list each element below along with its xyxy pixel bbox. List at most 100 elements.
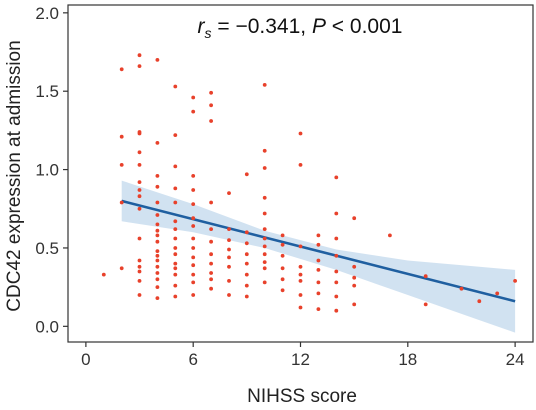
data-point [244, 261, 249, 266]
data-point [155, 213, 160, 217]
data-point [334, 280, 339, 285]
data-point [101, 272, 106, 277]
data-point [298, 279, 303, 283]
data-point [173, 261, 178, 266]
x-tick-label: 0 [81, 350, 90, 369]
data-point [191, 280, 196, 285]
data-point [334, 211, 339, 216]
data-point [262, 280, 267, 285]
data-point [155, 239, 160, 244]
data-point [423, 274, 428, 279]
data-point [137, 279, 142, 283]
confidence-band [121, 180, 516, 333]
data-point [334, 236, 339, 241]
data-point [298, 272, 303, 277]
data-point [280, 266, 285, 271]
data-point [173, 294, 178, 299]
data-point [191, 202, 196, 207]
data-point [209, 277, 214, 282]
y-tick-label: 0.5 [35, 239, 59, 258]
data-point [244, 172, 249, 177]
data-point [280, 233, 285, 238]
data-point [137, 269, 142, 274]
data-point [298, 293, 303, 297]
data-point [173, 186, 178, 191]
data-point [137, 293, 142, 297]
data-point [173, 252, 178, 257]
data-point [119, 163, 124, 167]
confidence-band-layer [121, 180, 516, 333]
data-point [209, 239, 214, 244]
data-point [173, 266, 178, 271]
data-point [262, 148, 267, 153]
data-point [137, 64, 142, 68]
data-point [388, 233, 392, 238]
data-point [155, 233, 160, 238]
data-point [262, 252, 267, 257]
data-point [119, 134, 124, 139]
data-point [316, 258, 321, 263]
data-point [155, 141, 160, 145]
x-tick-label: 18 [398, 350, 417, 369]
data-point [191, 95, 196, 100]
data-point [262, 227, 267, 232]
data-point [209, 119, 214, 123]
data-point [191, 174, 196, 178]
data-point [173, 164, 178, 169]
data-point [262, 211, 267, 216]
data-point [191, 272, 196, 277]
r-symbol: r [198, 15, 206, 38]
data-point [334, 308, 339, 313]
data-point [137, 258, 142, 263]
y-axis-title: CDC42 expression at admission [4, 40, 25, 311]
data-point [298, 131, 303, 136]
data-point [119, 200, 124, 205]
data-point [191, 263, 196, 268]
data-point [316, 291, 321, 296]
data-point [155, 296, 160, 300]
data-point [137, 194, 142, 199]
data-point [280, 253, 285, 258]
data-point [173, 272, 178, 277]
data-point [280, 288, 285, 293]
data-point [155, 200, 160, 205]
data-point [334, 253, 339, 258]
data-point [173, 219, 178, 224]
data-point [244, 230, 249, 235]
data-point [191, 109, 196, 114]
data-point [262, 260, 267, 264]
data-point [352, 216, 357, 221]
data-point [191, 224, 196, 228]
data-point [137, 236, 142, 241]
data-point [244, 272, 249, 277]
x-axis-title: NIHSS score [247, 386, 357, 407]
data-point [209, 227, 214, 232]
data-point [227, 264, 231, 269]
data-point [137, 163, 142, 167]
data-point [191, 236, 196, 241]
data-point [352, 275, 357, 280]
data-point [191, 188, 196, 192]
data-point [244, 252, 249, 257]
data-point [191, 216, 196, 221]
data-point [155, 174, 160, 178]
data-point [280, 277, 285, 282]
data-point [137, 180, 142, 185]
data-point [227, 255, 231, 260]
y-tick-label: 1.0 [35, 161, 59, 180]
data-point [244, 294, 249, 299]
data-point [316, 307, 321, 311]
data-point [173, 200, 178, 205]
x-tick-label: 12 [291, 350, 310, 369]
y-tick-label: 2.0 [35, 4, 59, 23]
p-symbol: P [312, 15, 326, 38]
data-point [155, 58, 160, 62]
data-point [137, 264, 142, 269]
data-point [352, 302, 357, 307]
data-point [209, 90, 214, 95]
y-tick-label: 0.0 [35, 317, 59, 336]
data-point [262, 236, 267, 241]
data-point [459, 286, 464, 291]
data-point [477, 299, 482, 304]
data-point [155, 277, 160, 282]
